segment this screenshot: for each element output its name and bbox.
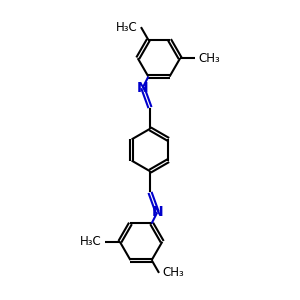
Text: CH₃: CH₃ <box>163 266 184 279</box>
Text: H₃C: H₃C <box>116 21 137 34</box>
Text: CH₃: CH₃ <box>198 52 220 65</box>
Text: N: N <box>137 81 148 95</box>
Text: H₃C: H₃C <box>80 235 102 248</box>
Text: N: N <box>152 205 163 219</box>
